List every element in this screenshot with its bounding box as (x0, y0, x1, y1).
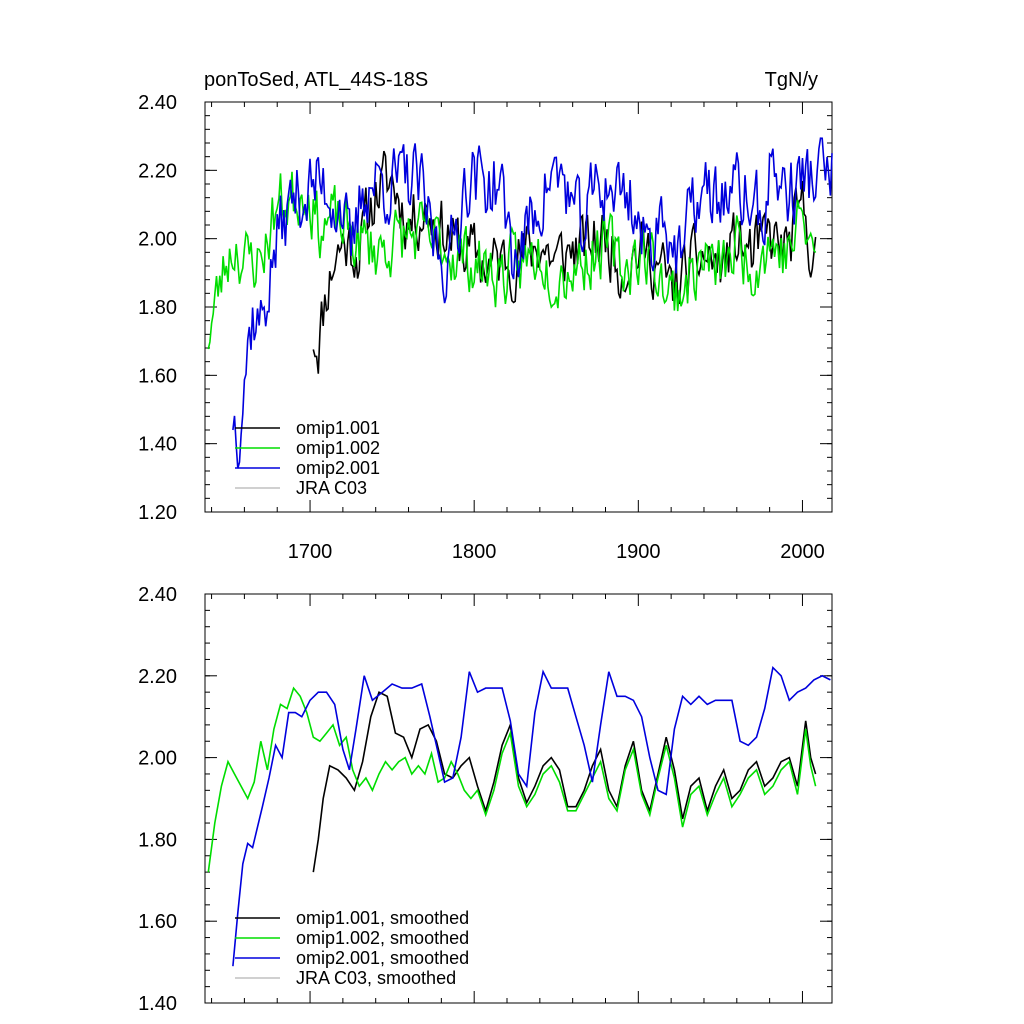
plot-frame (204, 593, 833, 1004)
x-tick-label: 1800 (452, 541, 497, 563)
x-tick-label: 1700 (288, 541, 333, 563)
y-tick-label: 1.60 (138, 365, 177, 387)
y-tick-label: 2.20 (138, 666, 177, 688)
units-label: TgN/y (765, 69, 818, 91)
y-tick-label: 1.80 (138, 297, 177, 319)
legend-label: omip2.001, smoothed (296, 948, 469, 968)
bottom-panel: 1.40 1.60 1.80 2.00 2.20 2.40 omip1.001, smoot… (138, 584, 833, 1015)
y-tick-label: 1.80 (138, 829, 177, 851)
top-panel: ponToSed, ATL_44S-18S TgN/y 1.20 1.40 1.60… (138, 69, 833, 563)
legend-label: JRA C03, smoothed (296, 968, 456, 988)
legend-label: omip2.001 (296, 458, 380, 478)
y-tick-label: 2.40 (138, 584, 177, 606)
legend-label: omip1.001, smoothed (296, 908, 469, 928)
series-line-3 (232, 137, 833, 469)
legend-label: JRA C03 (296, 478, 367, 498)
legend-label: omip1.001 (296, 418, 380, 438)
legend-label: omip1.002 (296, 438, 380, 458)
series-line-2 (207, 171, 817, 350)
series-line-3 (232, 665, 831, 967)
y-tick-label: 1.40 (138, 434, 177, 456)
series-line-2 (207, 686, 817, 873)
y-tick-label: 1.40 (138, 993, 177, 1015)
series-line-1 (312, 150, 817, 374)
y-tick-label: 2.00 (138, 229, 177, 251)
x-tick-label: 1900 (616, 541, 661, 563)
x-tick-label: 2000 (780, 541, 825, 563)
y-tick-label: 2.20 (138, 160, 177, 182)
y-tick-label: 1.60 (138, 911, 177, 933)
y-tick-label: 2.00 (138, 748, 177, 770)
y-tick-label: 1.20 (138, 502, 177, 524)
legend-label: omip1.002, smoothed (296, 928, 469, 948)
y-tick-label: 2.40 (138, 92, 177, 114)
panel-title: ponToSed, ATL_44S-18S (204, 69, 428, 91)
series-line-1 (312, 691, 817, 873)
